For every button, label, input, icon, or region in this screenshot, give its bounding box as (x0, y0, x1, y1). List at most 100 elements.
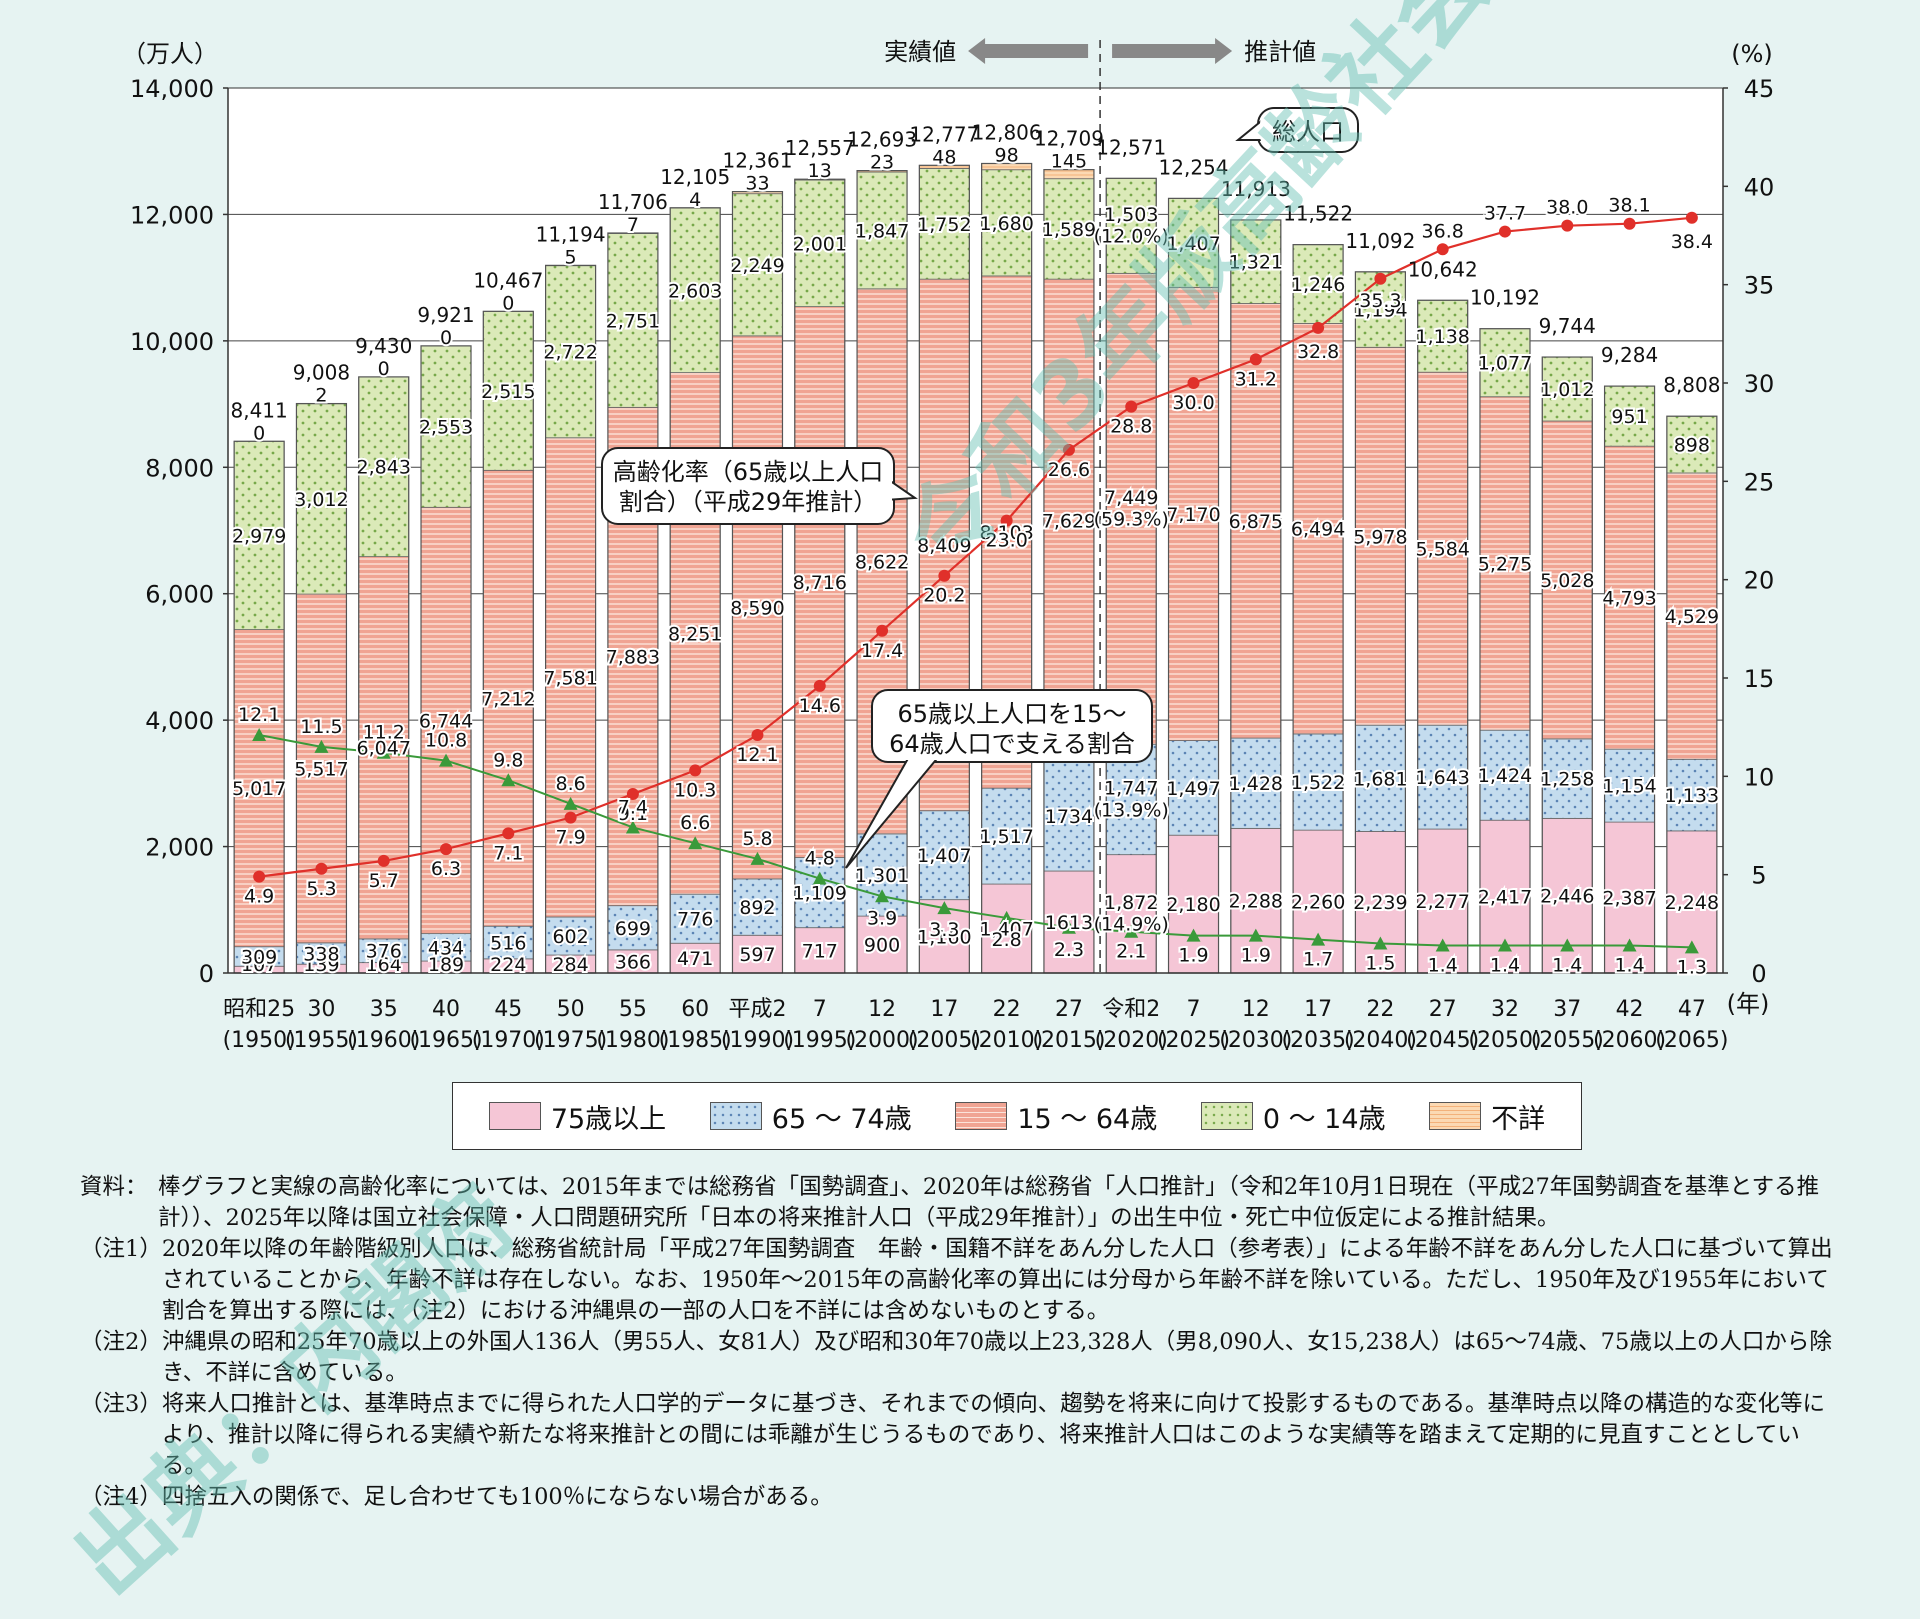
aging-rate-label: 5.7 (369, 870, 399, 892)
bar-unknown-label: 0 (378, 358, 390, 380)
bar-15-64-label: 8,716 (793, 572, 847, 594)
note-text: 棒グラフと実線の高齢化率については、2015年までは総務省「国勢調査」、2020… (158, 1172, 1840, 1234)
bar-65-74-label: 1,497 (1166, 778, 1220, 800)
aging-rate-label: 38.1 (1608, 195, 1650, 217)
bar-unknown-label: 2 (315, 385, 327, 407)
x-axis-unit: (年) (1727, 990, 1770, 1018)
legend-label-75plus: 75歳以上 (551, 1097, 666, 1136)
aging-rate-point (315, 863, 327, 875)
legend-item-unknown: 不詳 (1429, 1097, 1545, 1136)
x-tick-label: 50 (557, 997, 585, 1022)
total-label: 11,194 (536, 222, 606, 246)
estimate-arrow-icon (1112, 38, 1232, 64)
bar-unknown-label: 98 (995, 144, 1019, 166)
aging-rate-label: 20.2 (923, 585, 965, 607)
bar-0-14-label: 2,843 (357, 457, 411, 479)
bar-75plus-label: 1613 (1045, 912, 1093, 934)
support-ratio-label: 1.4 (1490, 954, 1520, 976)
population-chart: 02,0004,0006,0008,00010,00012,00014,0000… (0, 0, 1920, 1080)
bar-unknown-label: 4 (689, 189, 701, 211)
bar-65-74-label: 516 (490, 933, 526, 955)
bar-unknown-label: 33 (745, 173, 769, 195)
aging-rate-point (938, 570, 950, 582)
note-label: （注3） (80, 1389, 162, 1482)
aging-rate-point (378, 855, 390, 867)
bar-0-14-label: 2,553 (419, 417, 473, 439)
callout-aging-text: 高齢化率（65歳以上人口 (613, 458, 884, 486)
x-tick-label: 平成2 (728, 997, 786, 1022)
bar-65-74-label: 892 (739, 897, 775, 919)
bar-0-14-label: 1,321 (1229, 252, 1283, 274)
legend-item-0-14: 0 ～ 14歳 (1201, 1097, 1386, 1136)
note-2: （注2） 沖縄県の昭和25年70歳以上の外国人136人（男55人、女81人）及び… (80, 1327, 1840, 1389)
total-label: 12,571 (1096, 135, 1166, 159)
total-label: 11,522 (1283, 202, 1353, 226)
bar-75plus-label: 2,417 (1478, 887, 1532, 909)
bar-75plus-label: 900 (864, 935, 900, 957)
bar-15-64-label: 5,978 (1353, 526, 1407, 548)
x-tick-label: 55 (619, 997, 647, 1022)
bar-unknown-label: 7 (627, 214, 639, 236)
bar-65-74-label: 1,643 (1415, 767, 1469, 789)
bar-75plus-label: 366 (615, 951, 651, 973)
note-text: 沖縄県の昭和25年70歳以上の外国人136人（男55人、女81人）及び昭和30年… (162, 1327, 1840, 1389)
bar-65-74-label: 1,681 (1353, 768, 1407, 790)
total-label: 11,706 (598, 190, 668, 214)
actual-arrow-icon (968, 38, 1088, 64)
bar-0-14-label: 951 (1611, 406, 1647, 428)
bar-0-14-label: 898 (1674, 435, 1710, 457)
support-ratio-label: 1.4 (1614, 954, 1644, 976)
aging-rate-point (565, 812, 577, 824)
legend-swatch-0-14 (1201, 1102, 1253, 1130)
legend-item-15-64: 15 ～ 64歳 (955, 1097, 1157, 1136)
aging-rate-label: 17.4 (861, 640, 903, 662)
bar-0-14-label: 1,077 (1478, 353, 1532, 375)
total-label: 12,254 (1159, 155, 1229, 179)
x-tick-label: 45 (494, 997, 522, 1022)
aging-rate-point (751, 729, 763, 741)
x-tick-label: 7 (813, 997, 827, 1022)
aging-rate-label: 7.9 (555, 827, 585, 849)
bar-65-74-label-line: (13.9%) (1094, 799, 1169, 821)
bar-65-74-label: 338 (303, 944, 339, 966)
bar-75plus-label: 2,180 (1166, 894, 1220, 916)
legend-swatch-15-64 (955, 1102, 1007, 1130)
bar-0-14-label: 1,680 (979, 213, 1033, 235)
support-ratio-label: 1.3 (1677, 956, 1707, 978)
total-label: 9,921 (417, 303, 474, 327)
x-year-label: (2065) (1655, 1028, 1728, 1053)
bar-15-64-label-line: (59.3%) (1094, 509, 1169, 531)
bar-15-64-label: 8,251 (668, 623, 722, 645)
aging-rate-point (689, 764, 701, 776)
legend-label-unknown: 不詳 (1491, 1097, 1545, 1136)
x-tick-label: 60 (681, 997, 709, 1022)
bar-0-14-label: 1,589 (1042, 219, 1096, 241)
x-tick-label: 12 (1242, 997, 1270, 1022)
bar-15-64-label: 7,212 (481, 688, 535, 710)
bar-0-14-label: 2,722 (543, 342, 597, 364)
total-label: 10,192 (1470, 286, 1540, 310)
aging-rate-label: 7.1 (493, 842, 523, 864)
bar-65-74-label: 376 (366, 941, 402, 963)
bar-75plus-label: 2,239 (1353, 892, 1407, 914)
aging-rate-label: 38.4 (1671, 231, 1713, 253)
total-label: 11,913 (1221, 177, 1291, 201)
aging-rate-point (440, 843, 452, 855)
bar-unknown-label: 0 (253, 422, 265, 444)
bar-15-64-label: 7,581 (543, 667, 597, 689)
aging-rate-point (1125, 401, 1137, 413)
aging-rate-label: 36.8 (1422, 220, 1464, 242)
bar-0-14-label: 2,249 (730, 255, 784, 277)
x-tick-label: 42 (1616, 997, 1644, 1022)
aging-rate-point (876, 625, 888, 637)
bar-15-64-label: 8,622 (855, 551, 909, 573)
legend-swatch-unknown (1429, 1102, 1481, 1130)
total-label: 10,467 (473, 268, 543, 292)
bar-15-64-label: 6,494 (1291, 519, 1345, 541)
estimate-label: 推計値 (1244, 38, 1316, 66)
legend-label-65-74: 65 ～ 74歳 (772, 1097, 912, 1136)
aging-rate-label: 30.0 (1172, 392, 1214, 414)
bar-75plus-label: 2,277 (1415, 891, 1469, 913)
bar-unknown-label: 13 (808, 160, 832, 182)
